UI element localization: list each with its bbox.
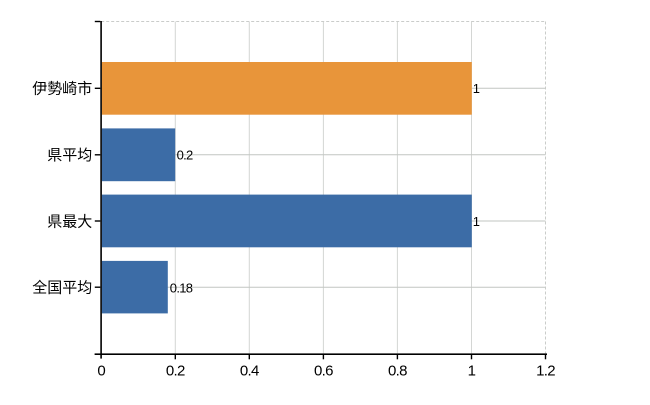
svg-text:伊勢崎市: 伊勢崎市 xyxy=(32,81,92,98)
svg-text:0.2: 0.2 xyxy=(177,148,193,163)
svg-text:県平均: 県平均 xyxy=(47,147,92,164)
svg-text:0: 0 xyxy=(97,363,105,380)
svg-text:0.8: 0.8 xyxy=(388,363,407,380)
svg-text:全国平均: 全国平均 xyxy=(32,279,92,297)
svg-text:0.18: 0.18 xyxy=(170,280,193,295)
svg-text:0.2: 0.2 xyxy=(166,363,185,380)
svg-text:1: 1 xyxy=(473,81,480,96)
svg-text:県最大: 県最大 xyxy=(47,213,92,230)
svg-text:0.6: 0.6 xyxy=(314,363,333,380)
svg-text:1: 1 xyxy=(468,363,476,380)
svg-text:0.4: 0.4 xyxy=(240,363,259,380)
svg-text:1: 1 xyxy=(473,214,480,229)
svg-text:1.2: 1.2 xyxy=(536,363,555,380)
